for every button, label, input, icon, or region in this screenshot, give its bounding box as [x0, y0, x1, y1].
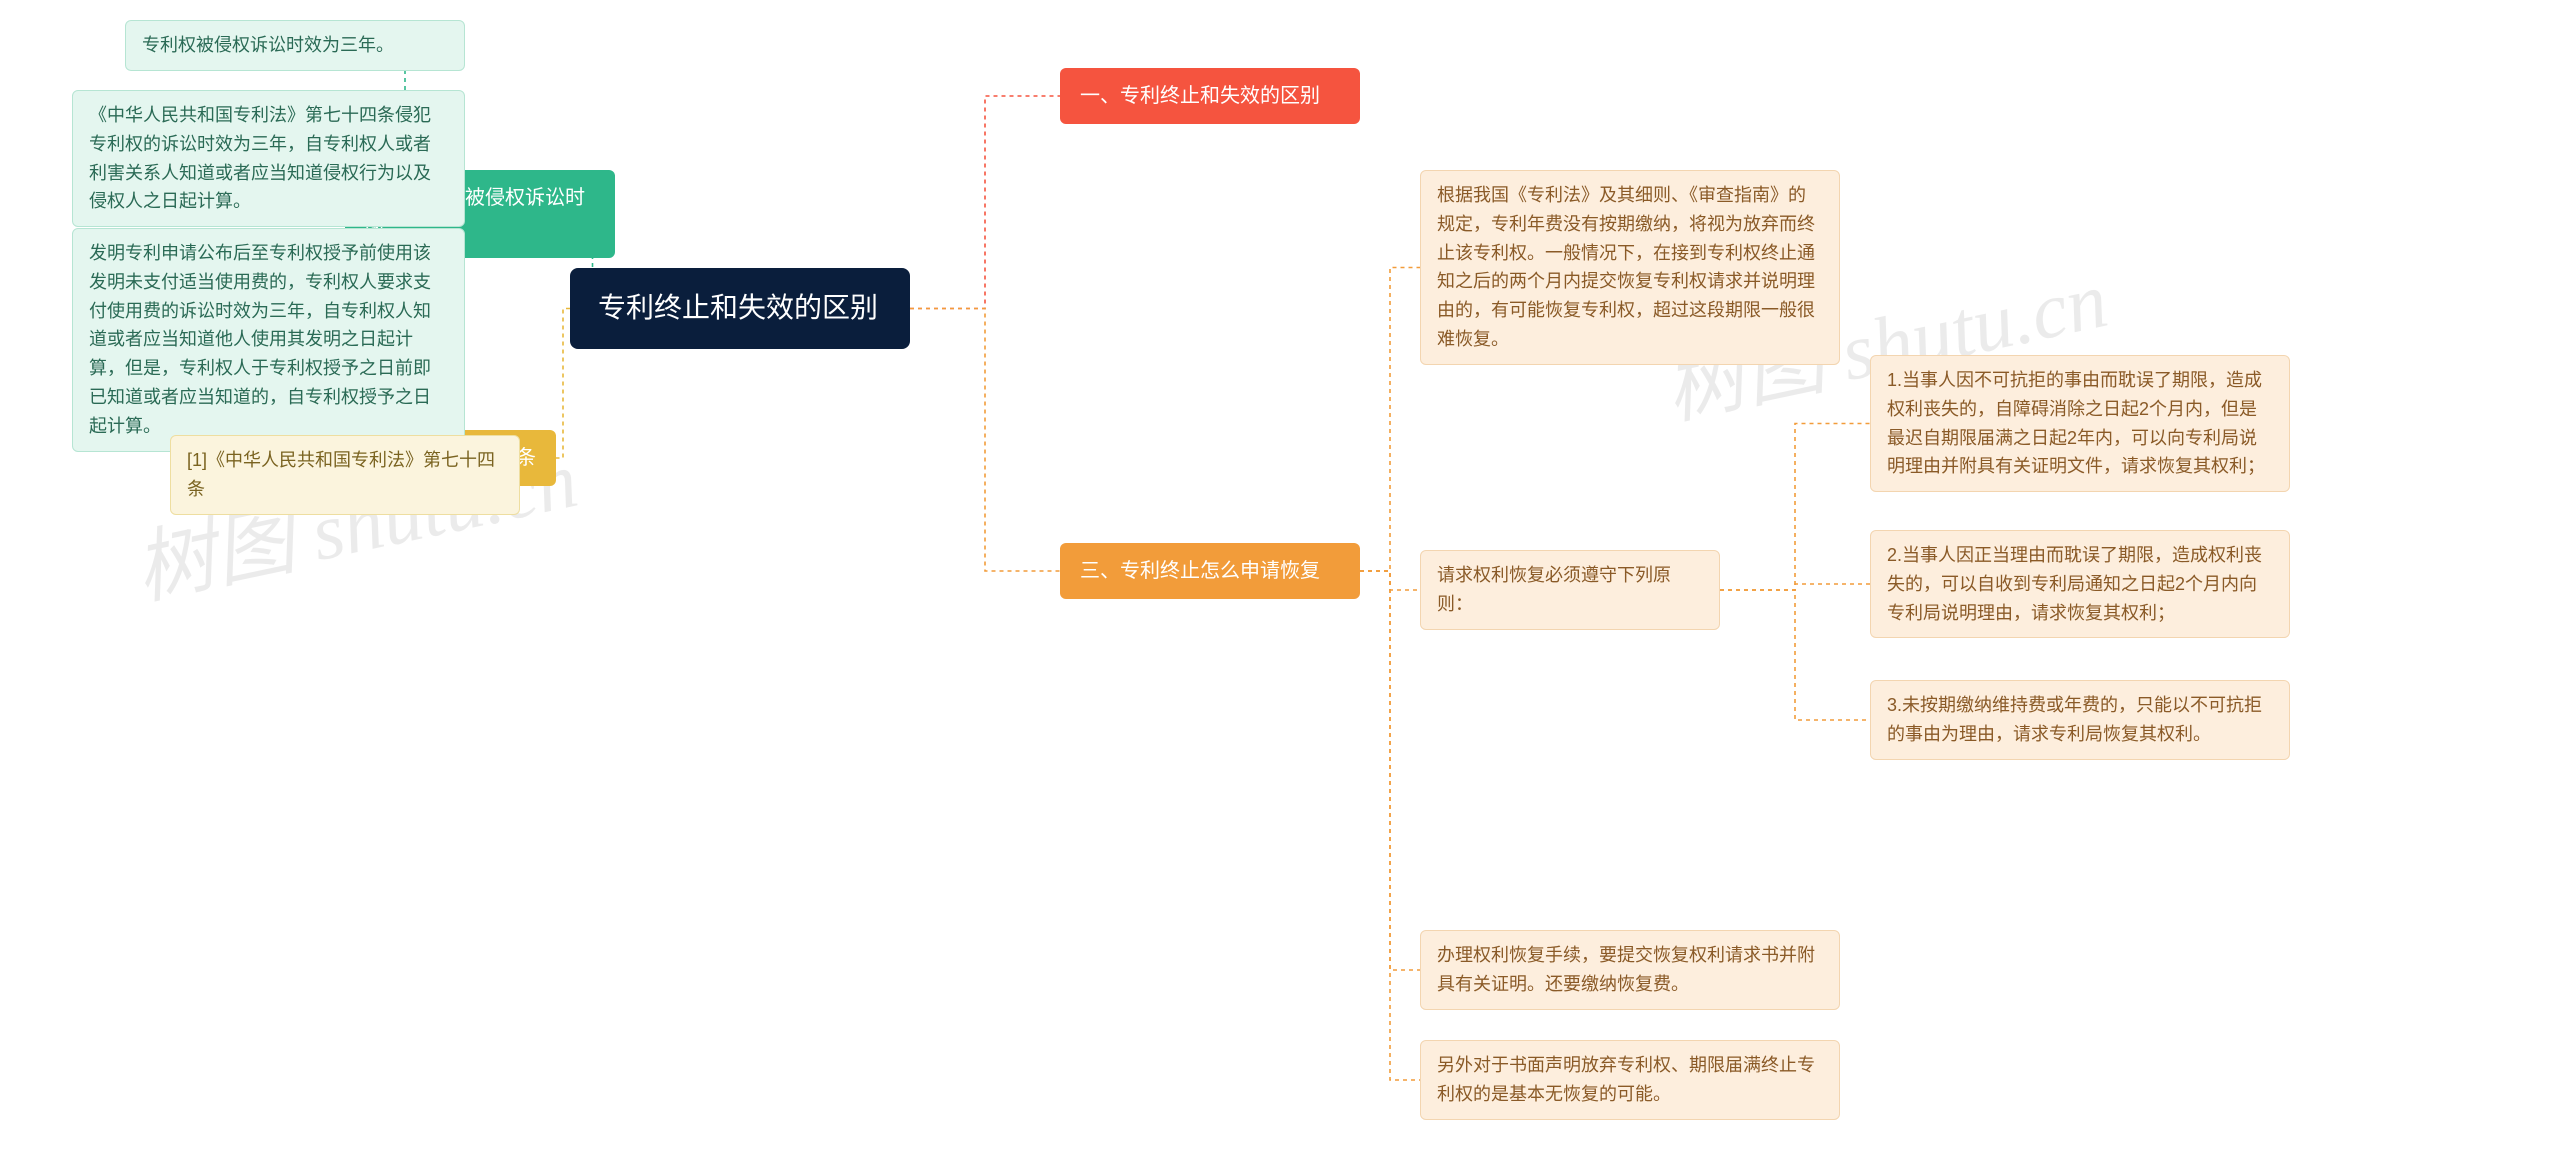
b2-child-1: 专利权被侵权诉讼时效为三年。 [125, 20, 465, 71]
branch-3-restore-application: 三、专利终止怎么申请恢复 [1060, 543, 1360, 599]
b3-child-3: 办理权利恢复手续，要提交恢复权利请求书并附具有关证明。还要缴纳恢复费。 [1420, 930, 1840, 1010]
b3c2-child-2: 2.当事人因正当理由而耽误了期限，造成权利丧失的，可以自收到专利局通知之日起2个… [1870, 530, 2290, 638]
b4-child-1: [1]《中华人民共和国专利法》第七十四条 [170, 435, 520, 515]
b3c2-child-1: 1.当事人因不可抗拒的事由而耽误了期限，造成权利丧失的，自障碍消除之日起2个月内… [1870, 355, 2290, 492]
b3-child-4: 另外对于书面声明放弃专利权、期限届满终止专利权的是基本无恢复的可能。 [1420, 1040, 1840, 1120]
b3-child-1: 根据我国《专利法》及其细则、《审查指南》的规定，专利年费没有按期缴纳，将视为放弃… [1420, 170, 1840, 365]
branch-1-termination-vs-invalidation: 一、专利终止和失效的区别 [1060, 68, 1360, 124]
b3-child-2: 请求权利恢复必须遵守下列原则： [1420, 550, 1720, 630]
b2-child-3: 发明专利申请公布后至专利权授予前使用该发明未支付适当使用费的，专利权人要求支付使… [72, 228, 465, 452]
b2-child-2: 《中华人民共和国专利法》第七十四条侵犯专利权的诉讼时效为三年，自专利权人或者利害… [72, 90, 465, 227]
root-node: 专利终止和失效的区别 [570, 268, 910, 349]
b3c2-child-3: 3.未按期缴纳维持费或年费的，只能以不可抗拒的事由为理由，请求专利局恢复其权利。 [1870, 680, 2290, 760]
